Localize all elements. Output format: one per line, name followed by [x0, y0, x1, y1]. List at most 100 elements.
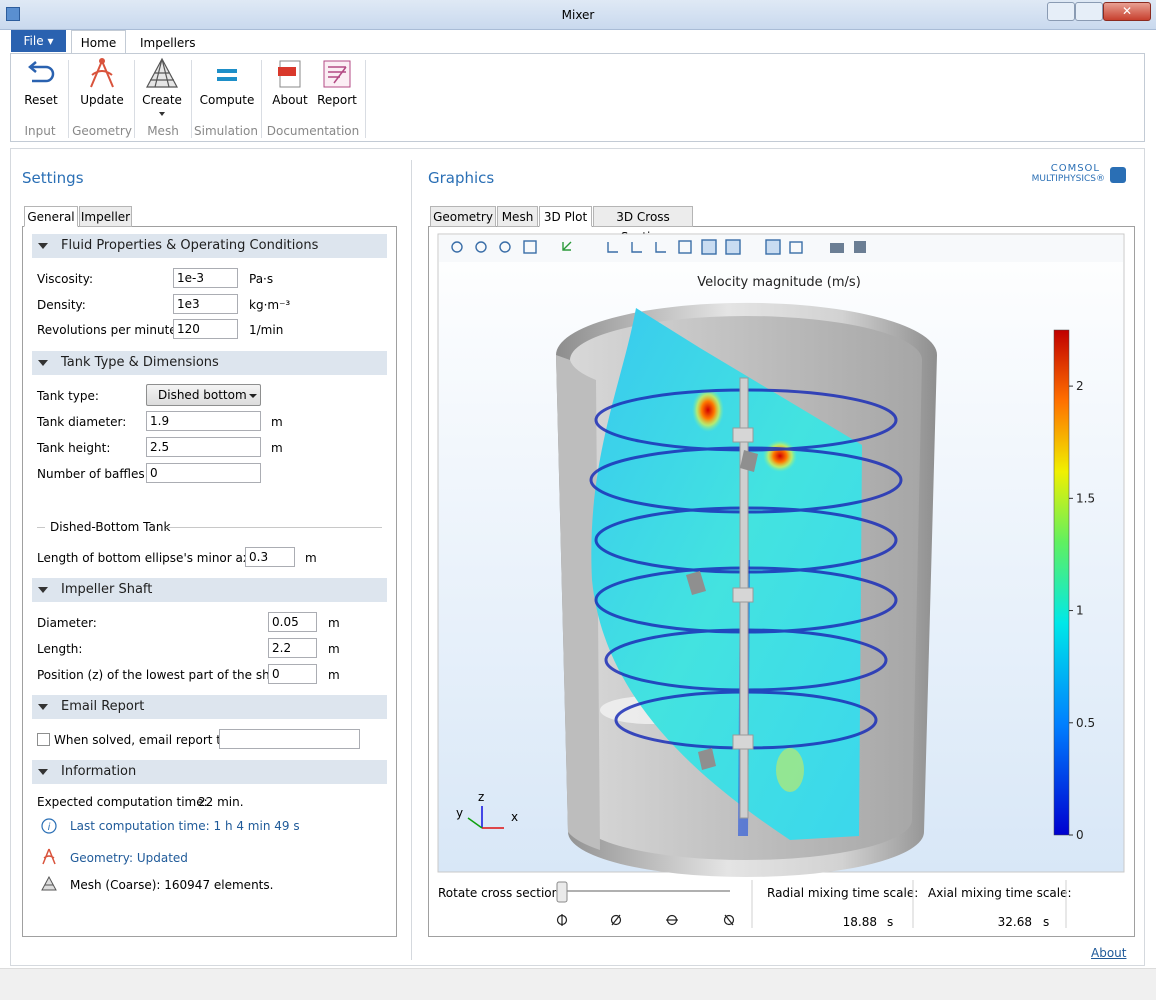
- slider-thumb[interactable]: [556, 881, 568, 903]
- graphics-tab[interactable]: Geometry: [430, 206, 496, 227]
- minimize-button[interactable]: [1047, 2, 1075, 21]
- info-icon-glyph: i: [48, 822, 51, 833]
- section-title: Impeller Shaft: [61, 582, 153, 597]
- about-link[interactable]: About: [1091, 946, 1127, 960]
- email-field[interactable]: [219, 729, 360, 749]
- ribbon-button[interactable]: Report: [317, 93, 357, 107]
- section-title: Email Report: [61, 699, 145, 714]
- update-icon: [90, 60, 114, 88]
- panel-divider: [411, 160, 412, 960]
- window-title: Mixer: [561, 8, 595, 22]
- ribbon-button[interactable]: Reset: [24, 93, 58, 107]
- axis-label: y: [456, 806, 463, 820]
- ribbon-button[interactable]: About: [272, 93, 308, 107]
- info-item: Geometry: Updated: [70, 851, 188, 865]
- section-header[interactable]: Tank Type & Dimensions: [32, 351, 387, 375]
- update-icon-top: [99, 58, 105, 64]
- text-field[interactable]: 0.05: [268, 612, 317, 632]
- unit: 1/min: [249, 323, 284, 337]
- info-icons: i: [41, 818, 57, 891]
- field-label: Tank height:: [37, 441, 111, 455]
- field-label: Revolutions per minute:: [37, 323, 181, 337]
- close-button[interactable]: ✕: [1103, 2, 1151, 21]
- dropdown-value: Dished bottom: [158, 388, 247, 402]
- ribbon-button[interactable]: Compute: [199, 93, 255, 107]
- ribbon-button[interactable]: Update: [80, 93, 124, 107]
- text-field[interactable]: 0.3: [245, 547, 295, 567]
- unit: m: [271, 415, 283, 429]
- settings-tab[interactable]: General: [24, 206, 78, 227]
- unit: m: [328, 668, 340, 682]
- subsection-rule: [166, 527, 382, 528]
- text-field[interactable]: 0: [146, 463, 261, 483]
- colorbar-tick-label: 1.5: [1076, 491, 1095, 505]
- info-value: 22 min.: [198, 795, 244, 809]
- compute-icon-top: [217, 69, 237, 73]
- text-field[interactable]: 2.5: [146, 437, 261, 457]
- graphics-panel: [428, 226, 1135, 937]
- ribbon-icons: [28, 57, 351, 88]
- group-label: Mesh: [147, 124, 179, 138]
- section-title: Information: [61, 764, 137, 779]
- unit: m: [328, 642, 340, 656]
- info-item: Mesh (Coarse): 160947 elements.: [70, 878, 274, 892]
- logo-text: MULTIPHYSICS®: [1031, 174, 1105, 184]
- maximize-button[interactable]: [1075, 2, 1103, 21]
- text-field[interactable]: 0: [268, 664, 317, 684]
- text-field[interactable]: 120: [173, 319, 238, 339]
- text-field[interactable]: 1e3: [173, 294, 238, 314]
- section-header[interactable]: Impeller Shaft: [32, 578, 387, 602]
- report-icon-lines: [328, 66, 347, 84]
- field-label: Diameter:: [37, 616, 97, 630]
- control-value: 32.68: [998, 915, 1032, 929]
- settings-tab[interactable]: Impeller: [79, 206, 132, 227]
- checkbox-label: When solved, email report to:: [54, 733, 233, 747]
- slider-symbols: [556, 914, 735, 926]
- info-icon: [41, 818, 57, 834]
- toolbar-icons: [451, 239, 866, 255]
- ribbon-tab[interactable]: Home: [71, 30, 126, 54]
- control-unit: s: [1043, 915, 1049, 929]
- ribbon-tab[interactable]: Impellers: [140, 36, 196, 50]
- graphics-view: Velocity magnitude (m/s) x: [437, 233, 1125, 929]
- panel-title: Settings: [22, 169, 84, 187]
- text-field[interactable]: 1e-3: [173, 268, 238, 288]
- file-label: File: [23, 34, 44, 48]
- field-label: Viscosity:: [37, 272, 94, 286]
- report-icon: [323, 60, 351, 88]
- mesh-icon: [41, 875, 57, 891]
- checkbox[interactable]: [37, 733, 50, 746]
- reset-icon: [32, 65, 55, 83]
- unit: kg·m⁻³: [249, 298, 291, 312]
- panel-title: Graphics: [428, 169, 495, 187]
- graphics-tab[interactable]: Mesh: [497, 206, 538, 227]
- compute-icon-bottom: [217, 77, 237, 81]
- status-bar: [0, 968, 1156, 1000]
- mesh-icon: [145, 57, 179, 88]
- dropdown[interactable]: Dished bottom: [146, 384, 261, 406]
- hotspot: [763, 440, 797, 472]
- axis-label: z: [478, 790, 484, 804]
- ribbon-button[interactable]: Create: [142, 93, 182, 107]
- colorbar-ticks: 0 0.5 1 1.5 2: [1069, 379, 1095, 842]
- section-title: Tank Type & Dimensions: [61, 355, 219, 370]
- logo-mark: [1110, 167, 1126, 183]
- text-field[interactable]: 2.2: [268, 638, 317, 658]
- field-label: Number of baffles:: [37, 467, 149, 481]
- subsection-rule: [37, 527, 45, 528]
- impeller-hub: [732, 587, 754, 603]
- section-header[interactable]: Fluid Properties & Operating Conditions: [32, 234, 387, 258]
- control-label: Axial mixing time scale:: [928, 886, 1072, 900]
- text-field[interactable]: 1.9: [146, 411, 261, 431]
- graphics-tab[interactable]: 3D Plot: [539, 206, 592, 227]
- file-menu[interactable]: File ▾: [11, 30, 66, 52]
- field-label: Tank type:: [37, 389, 99, 403]
- section-header[interactable]: Information: [32, 760, 387, 784]
- info-item: Last computation time: 1 h 4 min 49 s: [70, 819, 300, 833]
- hotspot: [776, 748, 804, 792]
- app-icon: [6, 7, 20, 21]
- graphics-tab[interactable]: 3D Cross Section: [593, 206, 693, 244]
- section-header[interactable]: Email Report: [32, 695, 387, 719]
- field-label: Tank diameter:: [37, 415, 127, 429]
- group-label: Geometry: [72, 124, 132, 138]
